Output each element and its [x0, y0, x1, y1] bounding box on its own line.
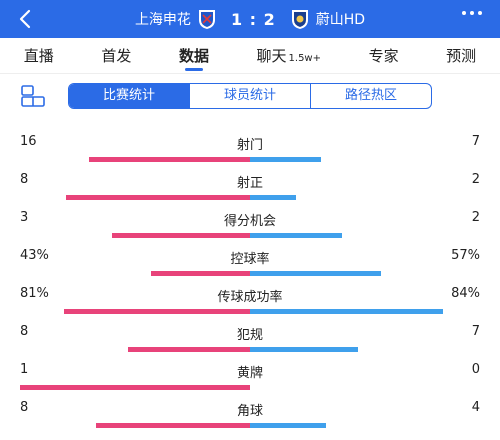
stat-label: 得分机会: [223, 214, 276, 229]
home-stat-value: 8: [20, 172, 29, 187]
match-score: 1 : 2: [230, 9, 276, 29]
stat-row: 8 犯规 7: [0, 324, 500, 354]
tab-live[interactable]: 直播: [23, 46, 54, 65]
match-tabs: 直播 首发 数据 聊天 1.5w+ 专家 预测: [0, 38, 500, 74]
stat-bar: [20, 309, 480, 314]
stat-row: 1 黄牌 0: [0, 362, 500, 392]
home-stat-value: 81%: [20, 286, 49, 301]
away-stat-bar: [250, 347, 359, 352]
match-header: 上海申花 1 : 2 蔚山HD: [0, 0, 500, 38]
stat-row: 8 角球 4: [0, 400, 500, 430]
home-stat-value: 16: [20, 134, 37, 149]
away-stat-value: 2: [471, 210, 480, 225]
home-stat-bar: [128, 347, 250, 352]
stat-label: 传球成功率: [217, 290, 283, 305]
stat-label: 角球: [236, 404, 263, 419]
away-stat-bar: [250, 423, 326, 428]
home-stat-value: 3: [20, 210, 29, 225]
tab-prediction[interactable]: 预测: [446, 46, 477, 65]
home-stat-bar: [20, 385, 250, 390]
home-stat-value: 8: [20, 324, 29, 339]
chat-count: 1.5w+: [288, 52, 321, 64]
segment-player-stats[interactable]: 球员统计: [190, 84, 311, 108]
more-options-icon[interactable]: [462, 11, 482, 15]
away-stat-value: 2: [471, 172, 480, 187]
stat-bar: [20, 233, 480, 238]
stat-row: 16 射门 7: [0, 134, 500, 164]
tab-data[interactable]: 数据: [179, 38, 209, 74]
stat-label: 射正: [236, 176, 263, 191]
stat-row: 8 射正 2: [0, 172, 500, 202]
home-stat-value: 8: [20, 400, 29, 415]
stat-bar: [20, 347, 480, 352]
stat-label: 射门: [236, 138, 263, 153]
away-team-name: 蔚山HD: [315, 12, 366, 28]
back-arrow-icon[interactable]: [14, 7, 38, 31]
away-stat-bar: [250, 157, 322, 162]
stat-bar: [20, 385, 480, 390]
away-stat-value: 7: [471, 324, 480, 339]
stat-label: 犯规: [236, 328, 263, 343]
home-stat-value: 1: [20, 362, 29, 377]
home-stat-bar: [151, 271, 250, 276]
away-stat-bar: [250, 195, 296, 200]
away-team-crest-icon: [291, 10, 308, 29]
stats-segment-control: 比赛统计 球员统计 路径热区: [68, 83, 432, 109]
away-stat-bar: [250, 233, 342, 238]
stat-row: 3 得分机会 2: [0, 210, 500, 240]
away-stat-value: 84%: [451, 286, 480, 301]
home-team-crest-icon: [198, 10, 215, 29]
home-stat-bar: [89, 157, 250, 162]
stat-row: 81% 传球成功率 84%: [0, 286, 500, 316]
stat-label: 黄牌: [236, 366, 263, 381]
home-stat-bar: [95, 423, 250, 428]
stat-bar: [20, 195, 480, 200]
tab-lineup[interactable]: 首发: [101, 46, 132, 65]
home-stat-bar: [66, 195, 250, 200]
tab-experts[interactable]: 专家: [368, 46, 399, 65]
away-stat-value: 4: [471, 400, 480, 415]
away-stat-value: 7: [471, 134, 480, 149]
stat-label: 控球率: [230, 252, 270, 267]
away-stat-value: 57%: [451, 248, 480, 263]
stat-row: 43% 控球率 57%: [0, 248, 500, 278]
away-stat-bar: [250, 271, 382, 276]
away-stat-bar: [250, 309, 444, 314]
home-stat-value: 43%: [20, 248, 49, 263]
stat-bar: [20, 157, 480, 162]
home-stat-bar: [63, 309, 250, 314]
segment-heatmap[interactable]: 路径热区: [344, 88, 397, 103]
home-stat-bar: [112, 233, 250, 238]
layout-toggle-icon[interactable]: [20, 84, 46, 108]
away-stat-value: 0: [471, 362, 480, 377]
home-team-name: 上海申花: [134, 12, 191, 28]
stat-bar: [20, 271, 480, 276]
match-summary: 上海申花 1 : 2 蔚山HD: [0, 0, 500, 38]
segment-match-stats[interactable]: 比赛统计: [69, 84, 190, 108]
tab-chat[interactable]: 聊天 1.5w+: [256, 46, 321, 65]
stat-bar: [20, 423, 480, 428]
